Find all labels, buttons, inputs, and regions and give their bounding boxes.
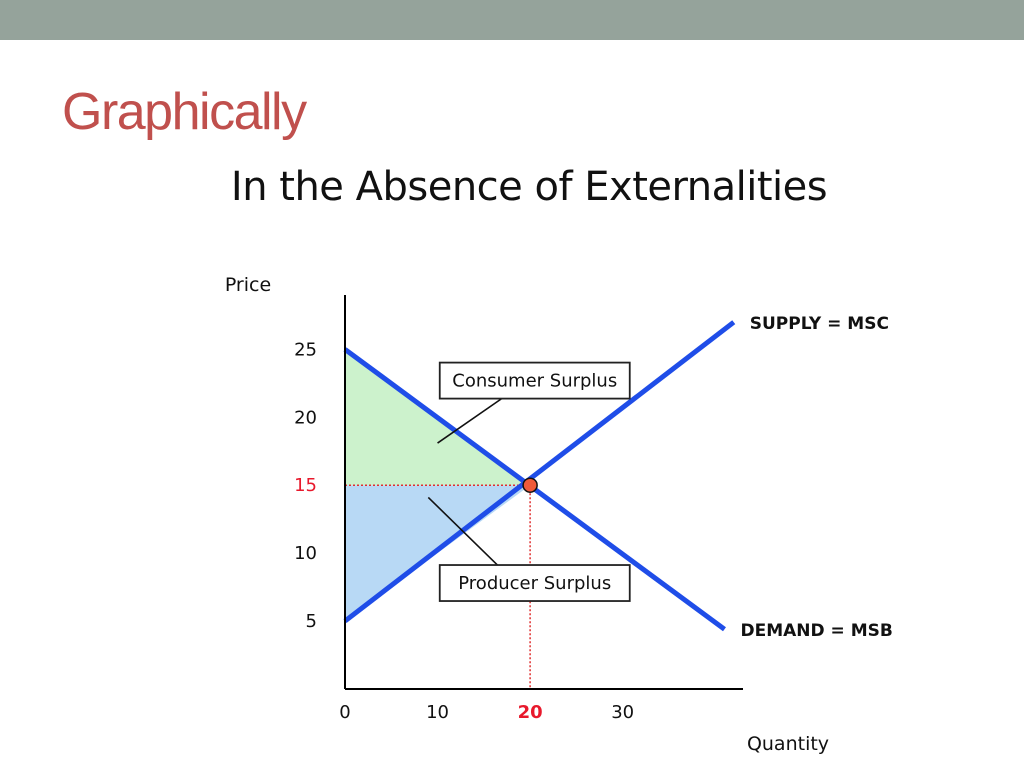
y-tick-label: 15 (294, 475, 317, 496)
equilibrium (522, 477, 538, 493)
axis-labels: Price Quantity (225, 274, 829, 755)
consumer-surplus-pointer (437, 396, 505, 444)
consumer-surplus-box (438, 361, 631, 400)
curves: SUPPLY = MSC DEMAND = MSB (343, 314, 893, 641)
tick-labels: 0 10 20 30 5 10 15 20 25 (294, 339, 634, 723)
equilibrium-point (522, 477, 538, 493)
supply-msc-label: SUPPLY = MSC (750, 314, 889, 334)
y-tick-label: 25 (294, 339, 317, 360)
y-tick-label: 5 (306, 611, 317, 632)
x-tick-label: 20 (518, 702, 543, 723)
y-tick-label: 20 (294, 407, 317, 428)
x-tick-label: 10 (426, 702, 449, 723)
slide-title: Graphically (62, 83, 307, 141)
consumer-surplus-label: Consumer Surplus (452, 371, 617, 392)
x-tick-label: 30 (611, 702, 634, 723)
chart-title: In the Absence of Externalities (230, 164, 828, 210)
annotations: Consumer Surplus Producer Surplus (427, 361, 631, 602)
supply-msc-curve (343, 320, 736, 624)
demand-msb-label: DEMAND = MSB (740, 621, 892, 641)
y-tick-label: 10 (294, 543, 317, 564)
y-axis-label: Price (225, 274, 271, 296)
x-tick-label: 0 (339, 702, 350, 723)
x-axis-label: Quantity (747, 733, 829, 755)
axes (344, 295, 743, 690)
producer-surplus-box (438, 564, 631, 602)
top-bar (0, 0, 1024, 40)
producer-surplus-pointer (427, 496, 499, 566)
producer-surplus-label: Producer Surplus (458, 573, 611, 594)
